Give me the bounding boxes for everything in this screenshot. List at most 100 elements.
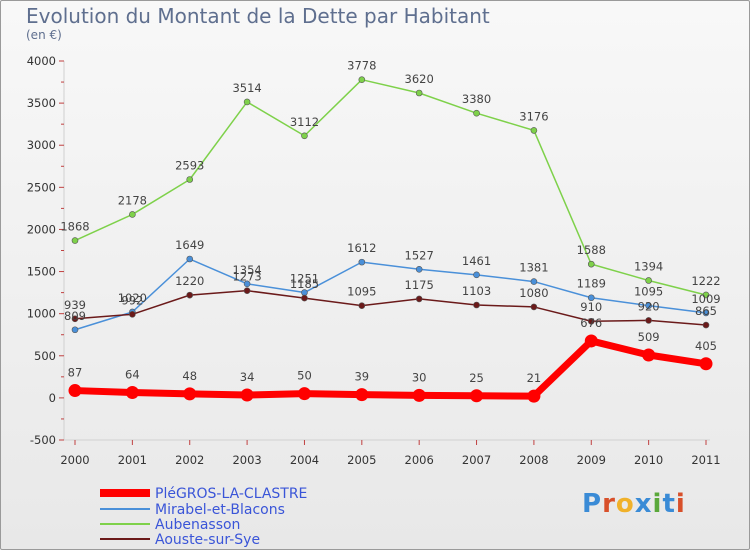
logo-letter: P (582, 489, 603, 519)
logo-letter: t (662, 489, 676, 519)
data-label: 1394 (634, 259, 663, 273)
series-point-0 (355, 388, 369, 402)
y-tick-label: 500 (34, 349, 56, 363)
y-tick-label: 0 (49, 391, 56, 405)
series-point-0 (240, 388, 254, 402)
legend: PléGROS-LA-CLASTREMirabel-et-BlaconsAube… (100, 486, 307, 548)
chart-title: Evolution du Montant de la Dette par Hab… (26, 4, 490, 28)
data-label: 25 (469, 371, 484, 385)
x-tick-label: 2003 (232, 453, 261, 467)
data-label: 21 (527, 371, 542, 385)
series-line-3 (74, 289, 707, 326)
x-tick-label: 2004 (290, 453, 319, 467)
data-label: 992 (121, 293, 143, 307)
y-tick-label: 4000 (27, 54, 56, 68)
y-tick-label: 2500 (27, 180, 56, 194)
data-label: 30 (412, 370, 427, 384)
data-label: 509 (638, 330, 660, 344)
series-point-3 (415, 295, 423, 303)
series-point-0 (642, 348, 656, 362)
data-label: 1461 (462, 254, 491, 268)
data-label: 1020 (118, 291, 147, 305)
x-tick-label: 2010 (634, 453, 663, 467)
series-point-1 (358, 258, 366, 266)
series-point-3 (702, 321, 710, 329)
series-point-2 (587, 260, 595, 268)
axes: -500 0 500 1000 1500 2000 2500 3000 3500 4000 2000… (27, 54, 721, 467)
data-label: 1868 (60, 220, 89, 234)
data-label: 3380 (462, 92, 491, 106)
y-tick-label: 1000 (27, 307, 56, 321)
series-point-1 (186, 255, 194, 263)
data-label: 1189 (577, 277, 606, 291)
data-labels: 809 1020 1649 1354 1251 1612 1527 1461 1381 1189 1… (60, 59, 720, 385)
series-line-2 (74, 78, 707, 296)
series-point-3 (129, 311, 136, 318)
series-point-3 (71, 315, 79, 323)
data-label: 1095 (347, 285, 376, 299)
data-label: 1251 (290, 272, 319, 286)
data-label: 809 (64, 309, 86, 323)
data-label: 48 (182, 369, 197, 383)
legend-label-2: Aubenasson (155, 517, 240, 533)
proxiti-logo: Proxiti (582, 489, 686, 519)
x-tick-label: 2005 (347, 453, 376, 467)
data-label: 3778 (347, 59, 376, 73)
data-label: 1185 (290, 277, 319, 291)
x-tick-label: 2007 (462, 453, 491, 467)
logo-letter: i (652, 489, 663, 519)
x-tick-label: 2001 (118, 453, 147, 467)
data-label: 1080 (519, 286, 548, 300)
data-label: 3620 (405, 72, 434, 86)
series-point-3 (473, 301, 480, 309)
data-label: 1649 (175, 238, 204, 252)
series-line-0 (71, 337, 710, 400)
chart-subtitle: (en €) (26, 28, 62, 42)
data-label: 1222 (691, 274, 720, 288)
x-tick-label: 2002 (175, 453, 204, 467)
data-label: 1612 (347, 241, 376, 255)
series-point-3 (530, 303, 538, 311)
x-tick-label: 2009 (577, 453, 606, 467)
series-point-2 (702, 291, 710, 299)
x-tick-label: 2008 (519, 453, 548, 467)
series-point-3 (301, 294, 308, 302)
data-label: 1009 (691, 292, 720, 306)
series-point-0 (297, 387, 311, 401)
logo-letter: o (615, 489, 635, 519)
data-label: 1354 (232, 263, 261, 277)
data-label: 910 (580, 300, 602, 314)
series-point-2 (415, 89, 423, 97)
series-point-0 (699, 357, 713, 371)
series-point-2 (243, 98, 251, 106)
legend-label-3: Aouste-sur-Sye (155, 532, 260, 548)
series-point-1 (530, 278, 538, 285)
data-label: 1273 (232, 270, 261, 284)
y-tick-label: 1500 (27, 265, 56, 279)
data-label: 939 (64, 298, 86, 312)
series-point-2 (645, 277, 652, 284)
series-point-0 (584, 334, 598, 348)
series-line-1 (74, 258, 707, 331)
data-label: 2178 (118, 193, 147, 207)
data-label: 3112 (290, 115, 319, 129)
series-point-1 (243, 280, 251, 288)
logo-letter: r (602, 489, 616, 519)
data-label: 34 (240, 370, 255, 384)
data-label: 1527 (405, 248, 434, 262)
series-point-3 (645, 317, 652, 324)
data-label: 3176 (519, 109, 548, 123)
series-point-0 (125, 385, 139, 399)
series-point-2 (71, 237, 79, 244)
series-point-0 (68, 384, 82, 398)
series-point-1 (645, 302, 652, 309)
data-label: 405 (695, 339, 717, 353)
data-label: 1103 (462, 284, 491, 298)
series-point-3 (186, 291, 194, 299)
data-label: 1588 (577, 243, 606, 257)
data-label: 920 (638, 299, 660, 313)
y-tick-label: 3500 (27, 96, 56, 110)
data-label: 1095 (634, 285, 663, 299)
series-point-3 (243, 287, 251, 294)
logo-letter: x (634, 489, 653, 519)
